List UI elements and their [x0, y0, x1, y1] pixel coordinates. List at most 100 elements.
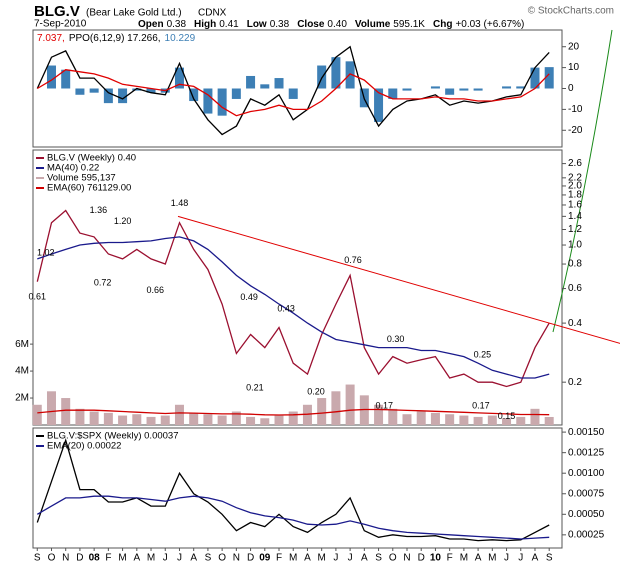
bar	[46, 391, 56, 425]
y-tick-label: 0.00125	[568, 447, 605, 458]
y-tick-label: 0.2	[568, 377, 582, 388]
bar	[246, 416, 256, 425]
price-annotation: 0.21	[246, 382, 264, 392]
y-tick-label: 2.0	[568, 181, 582, 192]
bar	[416, 411, 426, 425]
series-line	[36, 209, 550, 388]
ratio-frame	[32, 427, 563, 549]
x-tick-label: A	[304, 553, 311, 564]
x-tick-label: M	[318, 553, 326, 564]
quote-label: Open	[138, 19, 164, 30]
bar	[544, 67, 554, 89]
price-annotation: 0.20	[307, 387, 325, 397]
legend-swatch	[36, 187, 44, 189]
x-tick-label: 10	[430, 553, 442, 564]
bar	[331, 391, 341, 425]
quote-line: Open 0.38 High 0.41 Low 0.38 Close 0.40 Volume 59…	[138, 19, 524, 30]
price-annotation: 1.20	[114, 216, 132, 226]
series-line	[36, 438, 550, 542]
y-tick-label: 2.6	[568, 158, 582, 169]
date: 7-Sep-2010	[34, 19, 87, 30]
bar	[359, 395, 369, 425]
quote-value: 0.40	[327, 19, 347, 30]
x-tick-label: S	[546, 553, 553, 564]
bar	[430, 86, 440, 89]
bar	[487, 415, 497, 425]
legend-entry: MA(40) 0.22	[47, 163, 99, 174]
bar	[331, 57, 341, 89]
bar	[345, 61, 355, 89]
bar	[118, 88, 128, 104]
legend-entry: EMA(20) 0.00022	[47, 441, 121, 452]
bar	[189, 88, 199, 102]
y-tick-label: 0.4	[568, 318, 582, 329]
bar	[231, 411, 241, 425]
legend-entry: PPO(6,12,9) 17.266,	[69, 33, 161, 44]
symbol: BLG.V	[34, 3, 80, 20]
x-tick-label: S	[375, 553, 382, 564]
series-line	[36, 45, 550, 136]
legend-entry: BLG.V (Weekly) 0.40	[47, 153, 136, 164]
y-tick-label: 0.00075	[568, 488, 605, 499]
y-tick-label: 0	[568, 83, 574, 94]
legend-entry: 10.229	[165, 33, 196, 44]
x-tick-label: O	[48, 553, 56, 564]
x-tick-label: J	[504, 553, 509, 564]
y-tick-label: 0.00100	[568, 468, 605, 479]
x-tick-label: A	[133, 553, 140, 564]
y-tick-label: 1.4	[568, 211, 582, 222]
bar	[317, 398, 327, 425]
legend-swatch	[36, 157, 44, 159]
bar	[516, 416, 526, 425]
x-tick-label: F	[276, 553, 282, 564]
x-tick-label: M	[460, 553, 468, 564]
x-tick-label: 08	[89, 553, 101, 564]
x-tick-label: D	[76, 553, 83, 564]
x-tick-label: N	[62, 553, 69, 564]
x-tick-label: M	[147, 553, 155, 564]
trendline	[177, 215, 620, 344]
x-tick-label: M	[289, 553, 297, 564]
quote-value: 595.1K	[393, 19, 425, 30]
bar	[374, 404, 384, 425]
price-annotation: 0.30	[387, 334, 405, 344]
price-annotation: 0.15	[498, 411, 516, 421]
quote-value: 0.38	[270, 19, 290, 30]
x-tick-label: J	[333, 553, 338, 564]
y-tick-label: 0.00150	[568, 427, 605, 438]
bar	[75, 88, 85, 95]
bar	[274, 415, 284, 425]
quote-value: 0.41	[219, 19, 239, 30]
x-tick-label: M	[488, 553, 496, 564]
company-name: (Bear Lake Gold Ltd.)	[86, 8, 182, 19]
bar	[430, 412, 440, 425]
bar	[459, 88, 469, 91]
x-tick-label: J	[348, 553, 353, 564]
y-tick-label: 2.2	[568, 172, 582, 183]
quote-label: Low	[247, 19, 267, 30]
bar	[132, 414, 142, 425]
x-tick-label: F	[105, 553, 111, 564]
legend-swatch	[36, 435, 44, 437]
bar	[75, 408, 85, 425]
bar	[260, 418, 270, 425]
legend: 7.037, PPO(6,12,9) 17.266, 10.229	[37, 33, 196, 44]
bar	[473, 416, 483, 425]
x-tick-label: M	[118, 553, 126, 564]
bar	[61, 69, 71, 89]
bar	[89, 88, 99, 93]
price-annotation: 0.76	[344, 255, 362, 265]
bar	[189, 412, 199, 425]
y-tick-label: -10	[568, 104, 583, 115]
bar	[402, 414, 412, 425]
bar	[530, 408, 540, 425]
price-annotation: 0.61	[29, 292, 47, 302]
price-annotation: 0.72	[94, 277, 112, 287]
x-tick-label: O	[218, 553, 226, 564]
price-annotation: 0.49	[240, 292, 258, 302]
x-tick-label: F	[447, 553, 453, 564]
y-tick-label: 1.6	[568, 200, 582, 211]
legend-swatch	[36, 167, 44, 169]
y-tick-label: 1.8	[568, 190, 582, 201]
